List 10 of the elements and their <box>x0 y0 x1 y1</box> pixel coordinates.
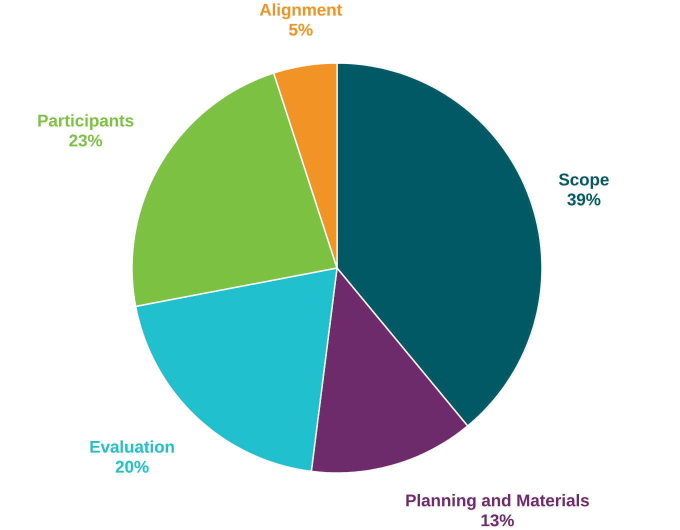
slice-label: Scope <box>558 174 609 190</box>
data-label: 23% <box>69 134 102 147</box>
slice-label: Participants <box>38 114 134 130</box>
data-label: 13% <box>482 514 514 527</box>
data-label: 5% <box>289 24 313 36</box>
data-label: 20% <box>116 460 149 473</box>
slice-label: Evaluation <box>90 440 174 453</box>
slice-label: Alignment <box>260 3 342 20</box>
slice-label: Planning and Materials <box>406 494 589 510</box>
data-label: 39% <box>567 194 600 206</box>
